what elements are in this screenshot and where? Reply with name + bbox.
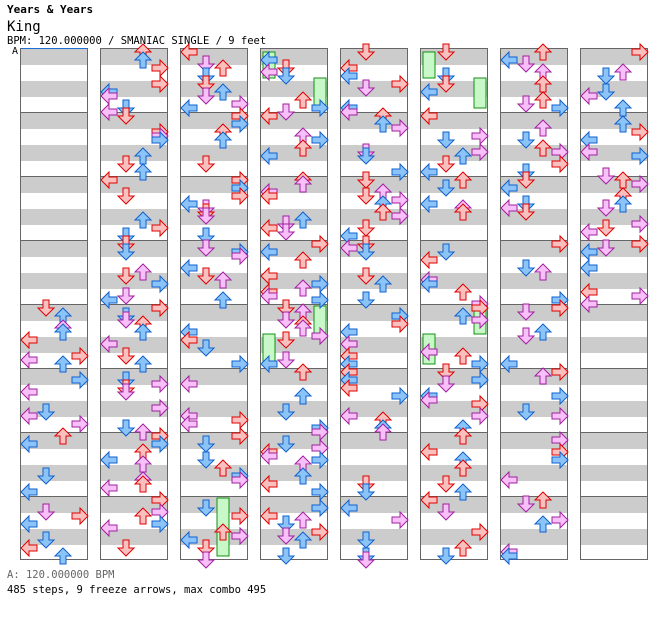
measure-line	[21, 368, 87, 369]
measure-line	[501, 112, 567, 113]
bpm-info: A: 120.000000 BPM	[7, 569, 115, 581]
artist-name: Years & Years	[7, 3, 94, 16]
measure-line	[501, 176, 567, 177]
measure-line	[341, 304, 407, 305]
bpm-marker-label: A	[12, 46, 19, 57]
chart-column	[100, 48, 168, 560]
measure-line	[501, 432, 567, 433]
measure-line	[421, 432, 487, 433]
measure-line	[581, 112, 647, 113]
chart-column	[340, 48, 408, 560]
measure-line	[261, 112, 327, 113]
measure-line	[501, 496, 567, 497]
measure-line	[21, 304, 87, 305]
measure-line	[421, 304, 487, 305]
chart-column	[20, 48, 88, 560]
chart-column	[500, 48, 568, 560]
measure-line	[341, 368, 407, 369]
chart-meta: BPM: 120.000000 / SMANIAC SINGLE / 9 fee…	[7, 35, 267, 47]
measure-line	[21, 176, 87, 177]
measure-line	[261, 304, 327, 305]
measure-line	[581, 496, 647, 497]
chart-column	[420, 48, 488, 560]
measure-line	[101, 432, 167, 433]
measure-line	[341, 112, 407, 113]
measure-line	[261, 240, 327, 241]
chart-column	[580, 48, 648, 560]
measure-line	[101, 368, 167, 369]
measure-line	[21, 240, 87, 241]
measure-line	[261, 368, 327, 369]
song-title: King	[7, 19, 41, 35]
chart-column	[260, 48, 328, 560]
measure-line	[181, 304, 247, 305]
measure-line	[581, 432, 647, 433]
measure-line	[21, 496, 87, 497]
measure-line	[501, 304, 567, 305]
measure-line	[261, 432, 327, 433]
measure-line	[101, 304, 167, 305]
chart-stats: 485 steps, 9 freeze arrows, max combo 49…	[7, 584, 267, 596]
measure-line	[101, 240, 167, 241]
bpm-marker-line	[21, 48, 88, 49]
measure-line	[421, 496, 487, 497]
chart-column	[180, 48, 248, 560]
measure-line	[181, 496, 247, 497]
measure-line	[421, 112, 487, 113]
measure-line	[501, 240, 567, 241]
measure-line	[101, 112, 167, 113]
measure-line	[261, 176, 327, 177]
measure-line	[341, 496, 407, 497]
measure-line	[21, 432, 87, 433]
measure-line	[581, 240, 647, 241]
measure-line	[501, 368, 567, 369]
measure-line	[21, 112, 87, 113]
measure-line	[181, 432, 247, 433]
measure-line	[421, 368, 487, 369]
measure-line	[341, 240, 407, 241]
measure-line	[421, 176, 487, 177]
measure-line	[261, 496, 327, 497]
measure-line	[181, 368, 247, 369]
measure-line	[581, 304, 647, 305]
measure-line	[421, 240, 487, 241]
measure-line	[341, 432, 407, 433]
measure-line	[101, 176, 167, 177]
measure-line	[181, 112, 247, 113]
measure-line	[341, 176, 407, 177]
measure-line	[181, 176, 247, 177]
measure-line	[101, 496, 167, 497]
measure-line	[181, 240, 247, 241]
measure-line	[581, 368, 647, 369]
measure-line	[581, 176, 647, 177]
